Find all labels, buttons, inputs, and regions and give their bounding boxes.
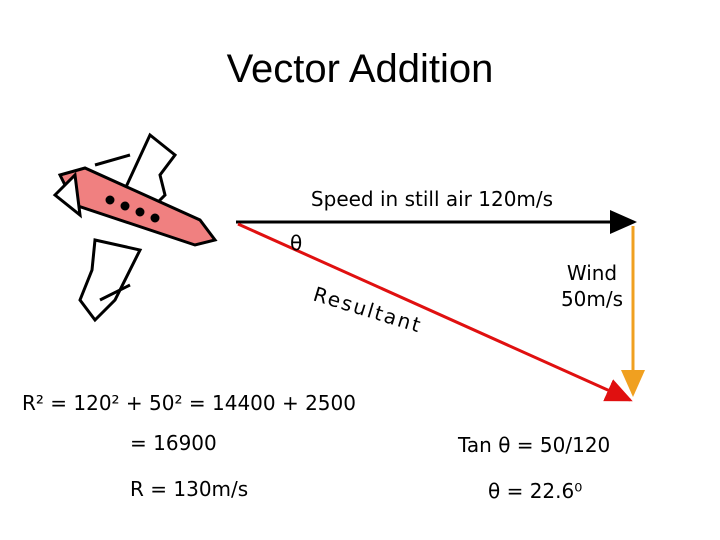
equation: θ = 22.6⁰	[488, 479, 582, 503]
equation: R² = 120² + 50² = 14400 + 2500	[22, 391, 356, 415]
theta-label: θ	[290, 231, 302, 255]
resultant-vector	[237, 222, 633, 402]
slide-title: Vector Addition	[227, 47, 494, 91]
wind-value: 50m/s	[561, 287, 623, 311]
wind-label: Wind	[567, 261, 617, 285]
equation: Tan θ = 50/120	[457, 433, 610, 457]
airplane-icon	[52, 132, 218, 323]
equation: R = 130m/s	[130, 477, 248, 501]
equation: = 16900	[130, 431, 217, 455]
speed-label: Speed in still air 120m/s	[311, 187, 553, 211]
